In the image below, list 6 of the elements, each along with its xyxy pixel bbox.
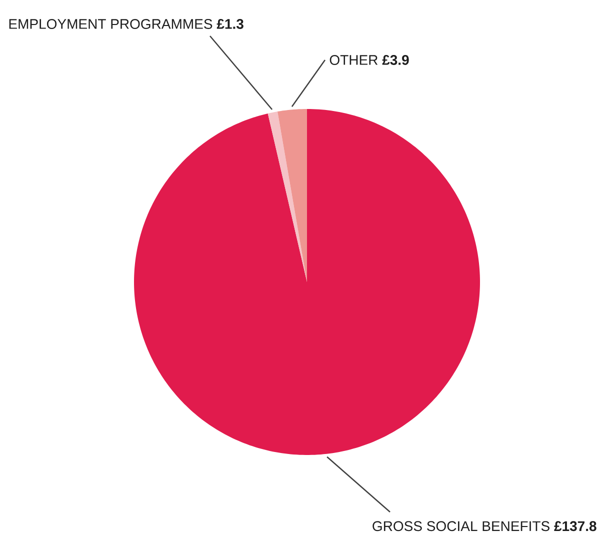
data-label: £1.3 (216, 19, 244, 29)
slice-label: GROSS SOCIAL BENEFITS (372, 521, 550, 532)
data-label: £3.9 (382, 55, 409, 65)
slice-label: OTHER (330, 55, 378, 65)
slice-label: EMPLOYMENT PROGRAMMES (9, 19, 212, 29)
data-label: £137.8 (554, 521, 596, 532)
